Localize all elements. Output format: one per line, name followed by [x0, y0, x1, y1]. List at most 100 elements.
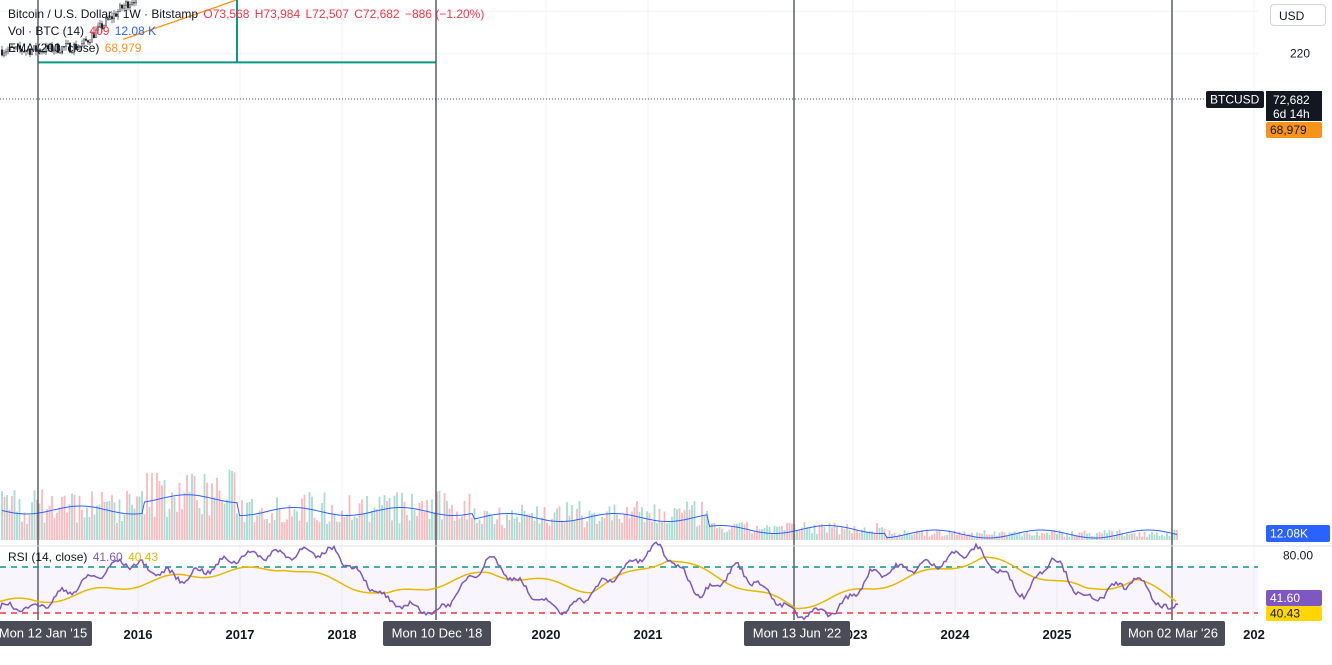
- volume-bar: [288, 504, 291, 540]
- volume-bar: [561, 520, 563, 540]
- time-tick-label: 2024: [941, 627, 971, 642]
- volume-bar: [156, 472, 158, 540]
- ohlc-high: H73,984: [254, 7, 301, 21]
- volume-bar: [1043, 533, 1046, 540]
- volume-bar: [453, 520, 456, 540]
- time-badge-box: [1121, 621, 1225, 646]
- volume-bar: [728, 529, 731, 540]
- volume-bar: [831, 527, 833, 540]
- volume-bar: [636, 501, 638, 540]
- volume-bar: [526, 514, 528, 540]
- symbol-title[interactable]: Bitcoin / U.S. Dollar · 1W · Bitstamp: [8, 7, 199, 21]
- measurement-tools: 19,499 (9,712.52%) 19,49966,080 (2,088.3…: [38, 0, 436, 64]
- volume-bar: [531, 512, 533, 540]
- volume-bar: [53, 517, 56, 540]
- volume-bar: [1001, 531, 1003, 540]
- volume-bar: [1, 491, 3, 540]
- volume-bar: [216, 477, 218, 540]
- volume-bar: [613, 504, 616, 540]
- time-badge-box: [0, 621, 92, 646]
- time-axis[interactable]: 2016 2017 2018 2020 2021 2023 2024 2025 202: [124, 627, 1265, 642]
- volume-bar: [961, 534, 963, 540]
- volume-bar: [646, 511, 648, 540]
- volume-bar: [626, 506, 628, 540]
- volume-bar: [346, 514, 348, 540]
- candle-body: [133, 2, 135, 4]
- volume-bar: [1128, 534, 1131, 540]
- rsi-label[interactable]: RSI (14, close): [8, 550, 88, 564]
- ema-badge-box: [1266, 122, 1322, 138]
- volume-bar: [301, 498, 303, 540]
- volume-bar: [943, 535, 946, 540]
- volume-bar: [898, 533, 901, 540]
- volume-bar: [176, 511, 178, 540]
- volume-bar: [523, 510, 526, 540]
- ohlc-change: −886 (−1.20%): [404, 7, 485, 21]
- volume-bar: [408, 520, 411, 540]
- volume-bar: [313, 517, 316, 540]
- volume-bar: [1103, 530, 1106, 540]
- volume-bar: [838, 534, 841, 540]
- candle-body: [99, 23, 101, 27]
- volume-ma-line: [1, 494, 1178, 539]
- volume-bar: [463, 500, 466, 540]
- volume-bar: [703, 515, 706, 540]
- currency-button[interactable]: USD: [1270, 4, 1326, 26]
- volume-bar: [846, 523, 848, 540]
- volume-bar: [553, 512, 556, 540]
- ema-badge: 68,979: [1270, 123, 1307, 137]
- volume-bar: [668, 522, 671, 540]
- volume-bar: [998, 532, 1001, 540]
- volume-bar: [11, 496, 13, 540]
- volume-bar: [1061, 531, 1063, 540]
- volume-bar: [13, 490, 16, 540]
- candle-body: [7, 49, 9, 52]
- volume-bar: [93, 514, 96, 540]
- candle-body: [55, 44, 57, 51]
- volume-bar: [438, 490, 441, 540]
- candle-body: [13, 47, 15, 49]
- volume-bar: [633, 507, 636, 540]
- volume-bar: [708, 525, 711, 540]
- volume-bar: [436, 491, 438, 540]
- volume-bar: [1141, 536, 1143, 540]
- volume-bar: [681, 512, 683, 540]
- volume-bar: [88, 517, 91, 540]
- volume-bar: [171, 492, 173, 540]
- volume-bar: [491, 516, 493, 540]
- candle-body: [39, 49, 41, 53]
- candle-body: [57, 44, 59, 53]
- volume-bar: [621, 522, 623, 540]
- volume-bar: [343, 516, 346, 540]
- candle-body: [43, 51, 45, 53]
- volume-bar: [1038, 535, 1041, 540]
- volume-bar: [433, 512, 436, 540]
- volume-label[interactable]: Vol · BTC (14): [8, 24, 85, 38]
- volume-bar: [253, 522, 256, 540]
- volume-bar: [43, 522, 46, 540]
- volume-bar: [101, 492, 103, 540]
- volume-bar: [271, 512, 273, 540]
- volume-bar: [611, 520, 613, 540]
- volume-bar: [966, 534, 968, 540]
- volume-bar: [398, 523, 401, 540]
- volume-bar: [3, 496, 6, 540]
- volume-bar: [1143, 531, 1146, 540]
- candle-body: [89, 42, 91, 44]
- rsi-tick-label: 80.00: [1283, 549, 1313, 563]
- volume-bar: [308, 492, 311, 540]
- volume-bar: [571, 504, 573, 540]
- volume-bar: [371, 510, 373, 540]
- volume-bar: [896, 536, 898, 540]
- volume-bar: [866, 531, 868, 540]
- volume-bar: [293, 509, 296, 540]
- volume-bar: [603, 518, 606, 540]
- candle-body: [5, 51, 7, 54]
- volume-bar: [411, 493, 413, 540]
- volume-bar: [731, 525, 733, 540]
- volume-value: 409: [89, 24, 110, 38]
- rsi-badge: 41.60: [1270, 591, 1300, 605]
- ema-label[interactable]: EMA (200, close): [8, 41, 100, 55]
- volume-bar: [356, 517, 358, 540]
- volume-bar: [181, 508, 183, 540]
